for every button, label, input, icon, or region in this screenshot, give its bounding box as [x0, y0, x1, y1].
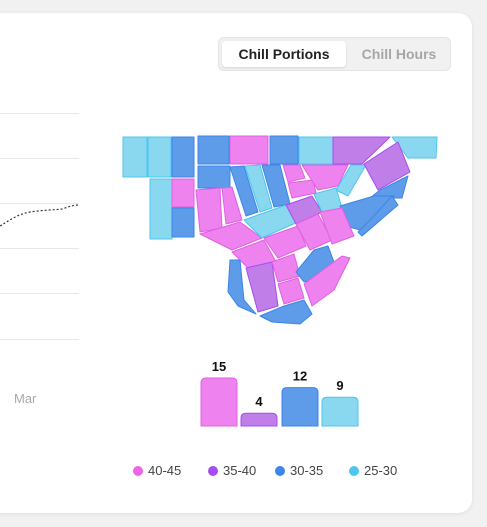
map-block — [263, 225, 307, 259]
map-block — [244, 164, 273, 213]
gridline — [0, 339, 79, 340]
map-block — [269, 135, 299, 165]
map-block — [221, 186, 243, 225]
bar-40-45[interactable] — [200, 377, 238, 427]
bar-value-label: 4 — [255, 394, 263, 409]
gridline — [0, 248, 79, 249]
map-block — [147, 136, 172, 178]
gridline — [0, 113, 79, 114]
map-block — [245, 261, 279, 313]
map-block — [303, 255, 351, 307]
bar-30-35[interactable] — [281, 387, 319, 427]
map-block — [319, 207, 355, 245]
bar-25-30[interactable] — [321, 396, 359, 427]
gridline — [0, 203, 79, 204]
map-block — [195, 187, 223, 233]
map-block — [298, 136, 334, 165]
map-block — [229, 165, 259, 217]
legend-label: 30-35 — [290, 463, 324, 478]
bar-chart: 15 4 12 9 — [200, 359, 359, 427]
map-block — [149, 178, 173, 240]
map-block — [335, 164, 367, 197]
legend-item-30-35[interactable]: 30-35 — [275, 463, 323, 478]
x-tick-mar: Mar — [14, 391, 37, 406]
map-block — [282, 164, 306, 183]
map-block — [197, 135, 230, 165]
map-block — [277, 277, 305, 305]
map-block — [171, 136, 195, 178]
bar-35-40[interactable] — [240, 412, 278, 427]
map-block — [363, 141, 411, 191]
gridline — [0, 158, 79, 159]
legend-label: 40-45 — [148, 463, 182, 478]
map-block — [171, 178, 195, 208]
legend-item-35-40[interactable]: 35-40 — [208, 463, 256, 478]
map-block — [227, 259, 257, 315]
map-block — [271, 253, 301, 283]
legend-dot — [133, 465, 143, 476]
map-block — [122, 136, 148, 178]
bar-value-label: 9 — [336, 378, 343, 393]
chill-portions-tab[interactable]: Chill Portions — [222, 41, 346, 67]
bar-value-label: 15 — [212, 359, 226, 374]
map-block — [229, 135, 269, 165]
map-block — [171, 207, 195, 238]
orchard-map — [122, 135, 438, 325]
map-block — [332, 136, 391, 165]
map-block — [357, 195, 399, 237]
unit-toggle: Chill Portions Chill Hours — [218, 37, 451, 71]
map-block — [369, 175, 409, 199]
chill-hours-tab[interactable]: Chill Hours — [361, 46, 437, 62]
map-block — [287, 179, 317, 199]
legend-dot — [208, 465, 218, 476]
map-block — [259, 299, 313, 325]
chill-line — [0, 204, 80, 227]
legend-label: 25-30 — [364, 463, 398, 478]
bar-value-label: 12 — [293, 369, 307, 384]
legend-dot — [349, 465, 359, 476]
map-block — [197, 165, 231, 189]
legend-dot — [275, 465, 285, 476]
map-block — [391, 136, 438, 159]
legend-item-25-30[interactable]: 25-30 — [349, 463, 397, 478]
legend-item-40-45[interactable]: 40-45 — [133, 463, 181, 478]
gridline — [0, 293, 79, 294]
legend-label: 35-40 — [223, 463, 257, 478]
